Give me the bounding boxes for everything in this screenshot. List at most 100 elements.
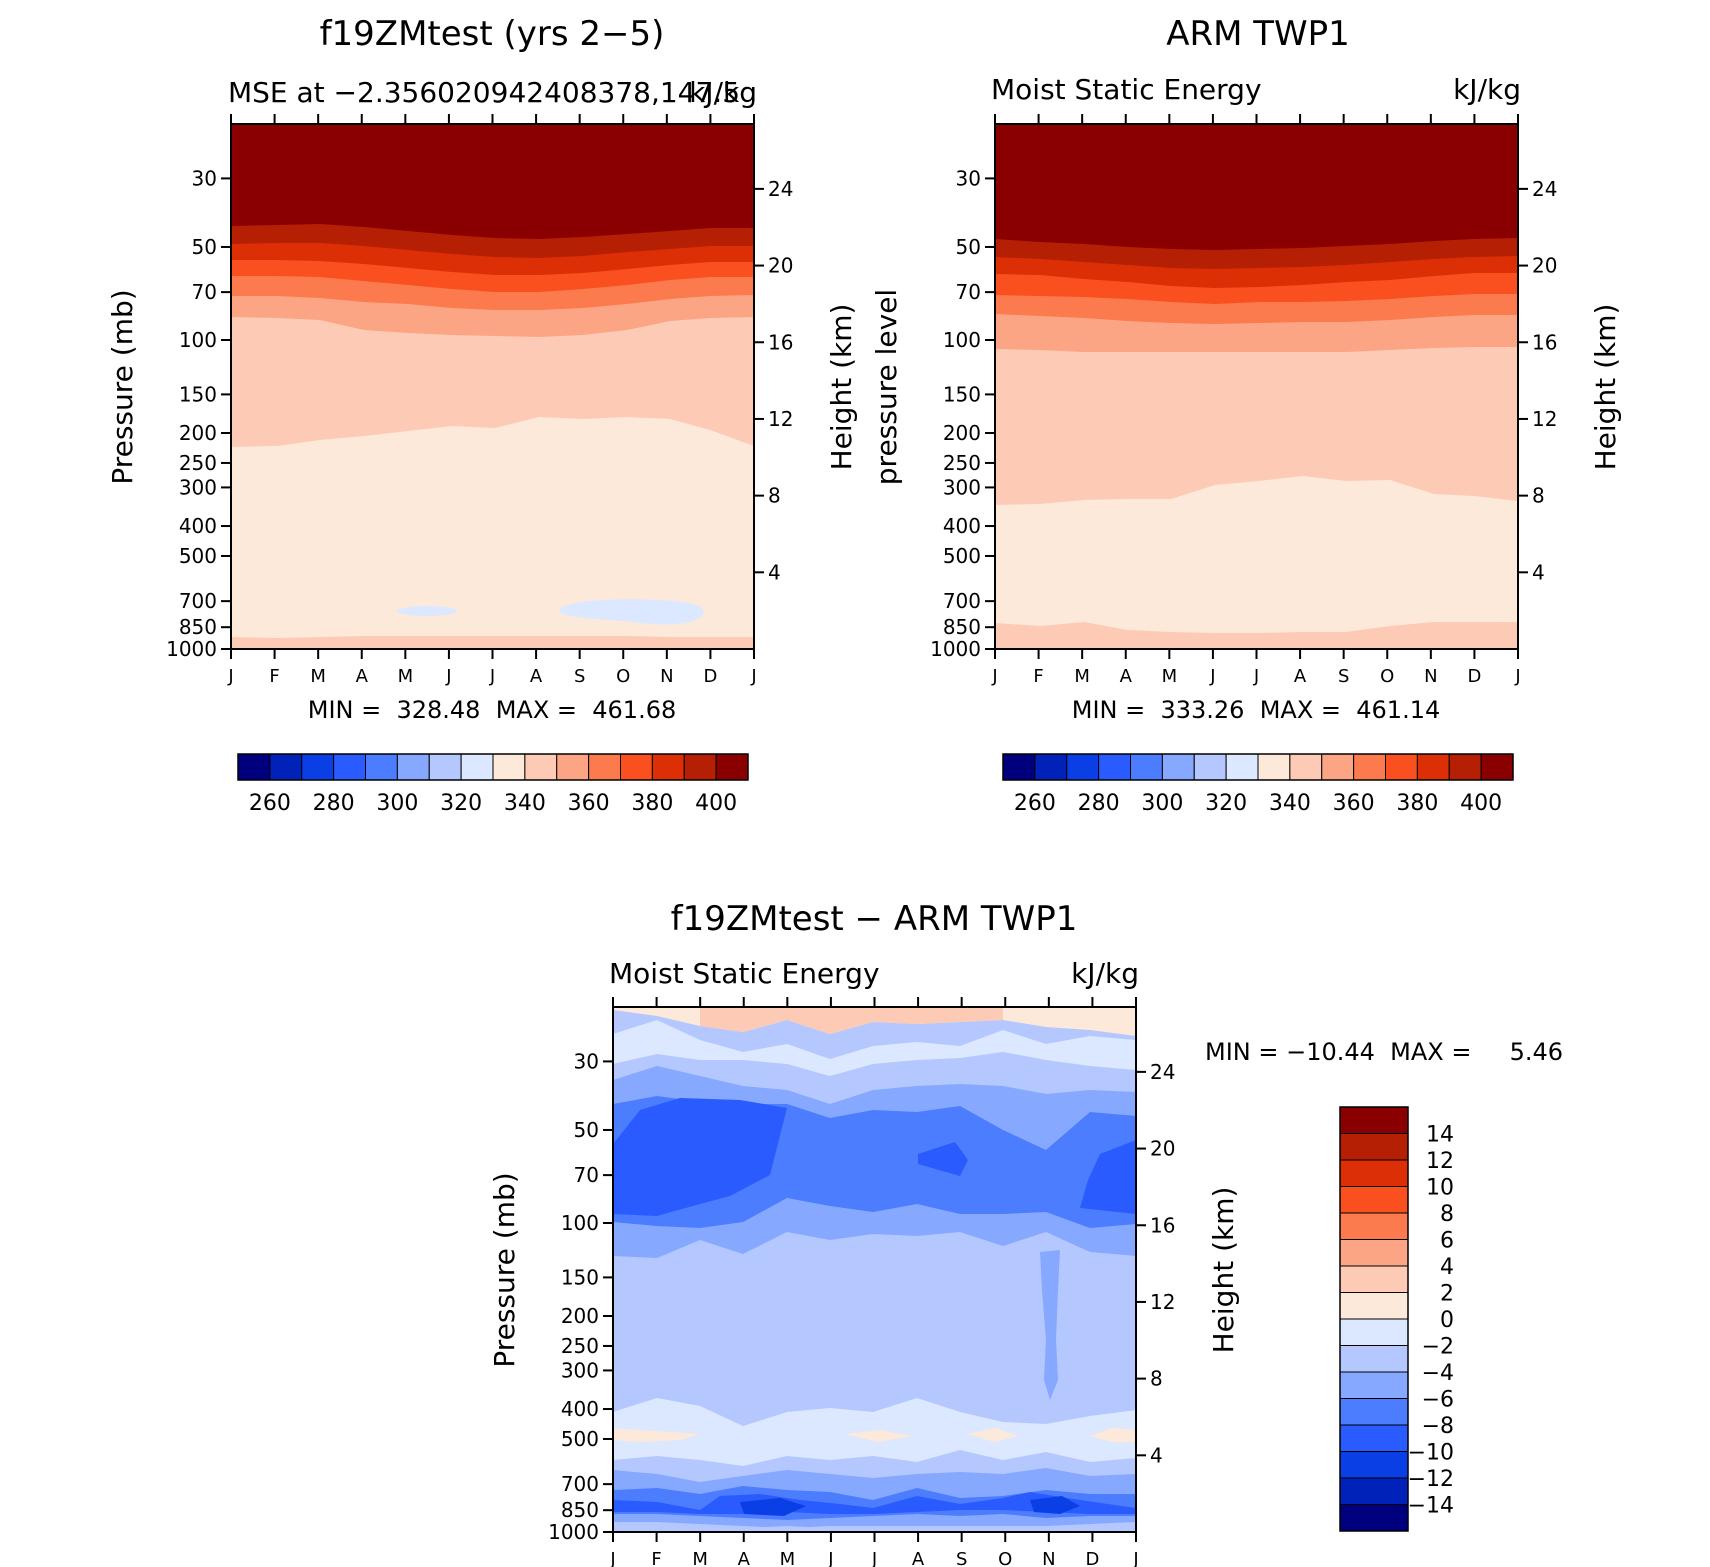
x-tick-label: O bbox=[998, 1549, 1012, 1567]
colorbar-box bbox=[1339, 1106, 1409, 1134]
colorbar-box bbox=[1339, 1186, 1409, 1214]
y-tick-label: 400 bbox=[179, 514, 217, 538]
panel-obs: 3050701001502002503004005007008501000242… bbox=[870, 14, 1622, 816]
colorbar-box bbox=[1066, 753, 1100, 781]
y-right-tick-label: 20 bbox=[1532, 254, 1557, 278]
diff-band-top-0-neg2 bbox=[613, 1020, 1136, 1076]
colorbar-box bbox=[1098, 753, 1131, 781]
colorbar-label: 320 bbox=[440, 791, 482, 816]
x-tick-label: A bbox=[356, 666, 369, 687]
colorbar-label: 260 bbox=[1014, 791, 1056, 816]
colorbar-box bbox=[556, 753, 590, 781]
y-right-tick-label: 24 bbox=[1150, 1060, 1175, 1084]
y-tick-label: 250 bbox=[179, 451, 217, 475]
y-tick-label: 100 bbox=[561, 1211, 599, 1235]
y-tick-label: 200 bbox=[179, 421, 217, 445]
colorbar-label: −8 bbox=[1422, 1414, 1454, 1439]
y-tick-label: 50 bbox=[956, 235, 981, 259]
y-tick-label: 500 bbox=[561, 1427, 599, 1451]
diff-blob-neg10-neg12-a bbox=[740, 1498, 806, 1516]
x-tick-label: J bbox=[827, 1549, 833, 1567]
obs-colorbar: 260 280 300 320 340 360 380 400 bbox=[1002, 753, 1514, 816]
colorbar-box bbox=[524, 753, 558, 781]
y-right-tick-label: 24 bbox=[768, 177, 793, 201]
x-tick-label: J bbox=[991, 666, 997, 687]
colorbar-box bbox=[237, 753, 271, 781]
colorbar-box bbox=[333, 753, 366, 781]
diff-blob-neg10-neg12-b bbox=[1030, 1496, 1080, 1514]
x-tick-label: M bbox=[398, 666, 414, 687]
y-tick-label: 850 bbox=[943, 615, 981, 639]
y-tick-label: 850 bbox=[561, 1498, 599, 1522]
panel-model: 3050701001502002503004005007008501000242… bbox=[106, 14, 858, 816]
colorbar-box bbox=[365, 753, 398, 781]
y-tick-label: 100 bbox=[179, 328, 217, 352]
panel-difference: 3050701001502002503004005007008501000242… bbox=[488, 899, 1563, 1567]
diff-title: f19ZMtest − ARM TWP1 bbox=[671, 899, 1078, 939]
colorbar-box bbox=[1339, 1477, 1409, 1505]
colorbar-box bbox=[1448, 753, 1482, 781]
y-tick-label: 500 bbox=[943, 544, 981, 568]
model-band-top bbox=[231, 124, 754, 239]
x-tick-label: A bbox=[738, 1549, 751, 1567]
colorbar-box bbox=[1339, 1424, 1409, 1452]
colorbar-box bbox=[1339, 1345, 1409, 1373]
colorbar-label: 360 bbox=[568, 791, 610, 816]
y-tick-label: 50 bbox=[574, 1118, 599, 1142]
y-right-tick-label: 24 bbox=[1532, 177, 1557, 201]
y-tick-label: 1000 bbox=[548, 1520, 599, 1544]
diff-subtitle-right: kJ/kg bbox=[1071, 957, 1139, 990]
x-tick-label: M bbox=[780, 1549, 796, 1567]
colorbar-label: 260 bbox=[249, 791, 291, 816]
x-tick-label: N bbox=[1042, 1549, 1055, 1567]
colorbar-box bbox=[1339, 1318, 1409, 1346]
colorbar-box bbox=[1289, 753, 1323, 781]
colorbar-label: 400 bbox=[1460, 791, 1502, 816]
diff-band-mid-0-2-d bbox=[1090, 1428, 1136, 1442]
colorbar-box bbox=[492, 753, 526, 781]
y-tick-label: 250 bbox=[561, 1334, 599, 1358]
obs-min-max: MIN = 333.26 MAX = 461.14 bbox=[1072, 696, 1441, 724]
y-tick-label: 1000 bbox=[166, 637, 217, 661]
diff-band-mid-0-2-b bbox=[846, 1430, 912, 1442]
colorbar-box bbox=[396, 753, 430, 781]
x-tick-label: M bbox=[1162, 666, 1178, 687]
y-tick-label: 30 bbox=[956, 166, 981, 190]
y-right-tick-label: 8 bbox=[1150, 1367, 1163, 1391]
y-right-tick-label: 16 bbox=[1532, 330, 1557, 354]
model-band-surface bbox=[231, 636, 754, 649]
y-tick-label: 250 bbox=[943, 451, 981, 475]
y-tick-label: 150 bbox=[943, 382, 981, 406]
obs-subtitle-right: kJ/kg bbox=[1453, 73, 1521, 106]
x-tick-label: A bbox=[530, 666, 543, 687]
y-right-tick-label: 4 bbox=[1150, 1443, 1163, 1467]
x-tick-label: J bbox=[489, 666, 495, 687]
model-y-label: Pressure (mb) bbox=[106, 289, 139, 484]
obs-y-label: pressure level bbox=[870, 289, 903, 485]
colorbar-box bbox=[1339, 1398, 1409, 1426]
colorbar-label: −4 bbox=[1422, 1361, 1454, 1386]
x-tick-label: J bbox=[1253, 666, 1259, 687]
colorbar-label: 6 bbox=[1440, 1229, 1454, 1254]
y-tick-label: 400 bbox=[943, 514, 981, 538]
model-title: f19ZMtest (yrs 2−5) bbox=[320, 14, 665, 54]
colorbar-box bbox=[683, 753, 717, 781]
colorbar-box bbox=[269, 753, 303, 781]
model-colorbar: 260 280 300 320 340 360 380 400 bbox=[237, 753, 749, 816]
diff-field bbox=[613, 1007, 1136, 1532]
colorbar-box bbox=[1339, 1159, 1409, 1187]
obs-field bbox=[995, 124, 1518, 649]
diff-min-max: MIN = −10.44 MAX = 5.46 bbox=[1205, 1038, 1563, 1066]
y-tick-label: 1000 bbox=[930, 637, 981, 661]
x-tick-label: J bbox=[227, 666, 233, 687]
x-tick-label: S bbox=[1338, 666, 1349, 687]
y-tick-label: 70 bbox=[956, 280, 981, 304]
obs-band-top bbox=[995, 124, 1518, 250]
y-right-tick-label: 20 bbox=[768, 254, 793, 278]
x-tick-label: J bbox=[609, 1549, 615, 1567]
model-y-label-right: Height (km) bbox=[825, 304, 858, 471]
colorbar-frame bbox=[237, 753, 749, 781]
diff-band-upper-neg8-neg10 bbox=[613, 1098, 787, 1216]
y-right-tick-label: 4 bbox=[768, 560, 781, 584]
colorbar-label: 380 bbox=[631, 791, 673, 816]
